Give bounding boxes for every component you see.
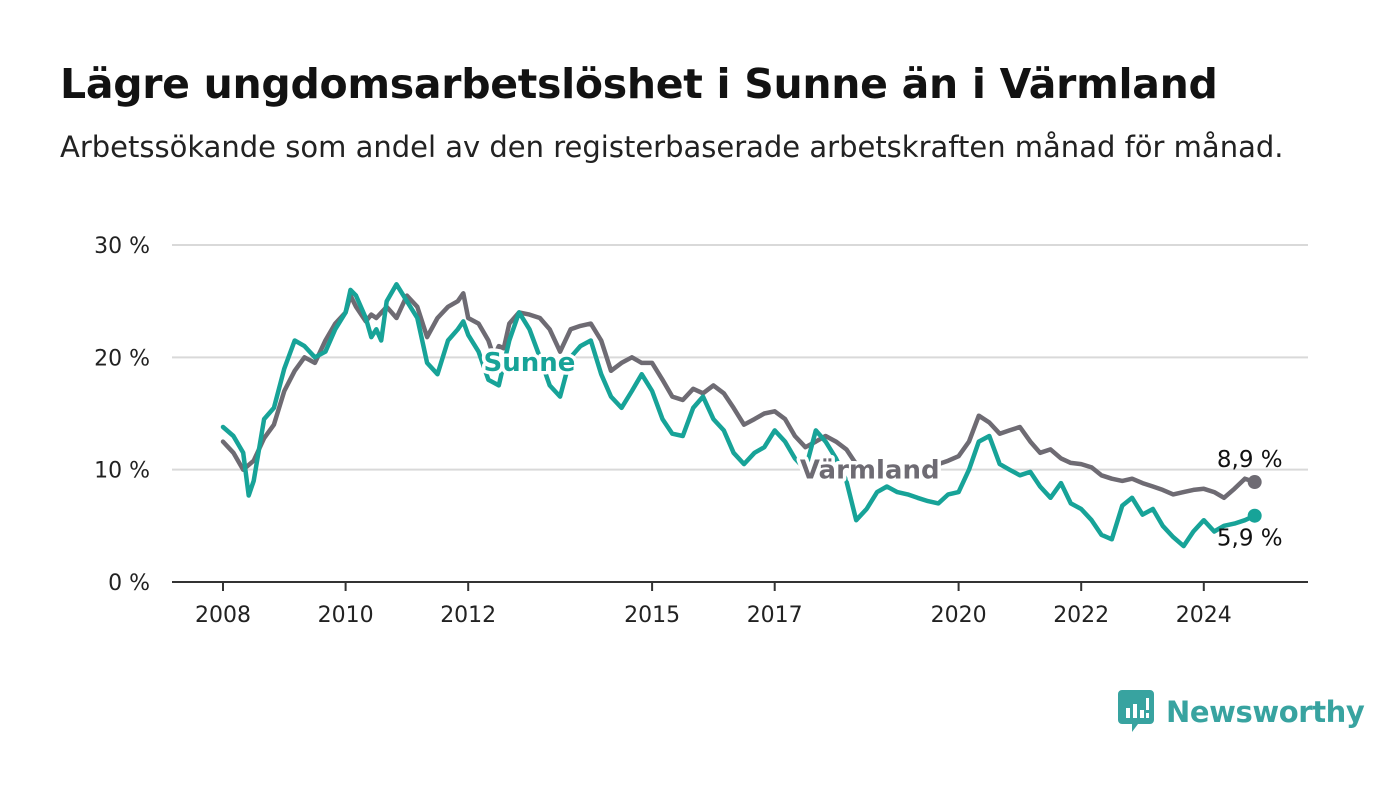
newsworthy-logo-icon bbox=[1118, 690, 1154, 732]
x-tick-label: 2012 bbox=[440, 603, 496, 628]
series-labels: 8,9 % 5,9 % Värmland Sunne bbox=[480, 344, 1283, 552]
y-axis-tick-labels: 0 % 10 % 20 % 30 % bbox=[94, 234, 150, 596]
end-value-label-sunne: 5,9 % bbox=[1217, 526, 1283, 552]
series-line-sunne bbox=[220, 282, 1257, 549]
chart-title: Lägre ungdomsarbetslöshet i Sunne än i V… bbox=[60, 60, 1218, 108]
line-chart: 0 % 10 % 20 % 30 % 2008 2010 2012 2015 2017 2020… bbox=[94, 234, 1308, 628]
brand-name: Newsworthy bbox=[1166, 695, 1365, 729]
x-tick-label: 2010 bbox=[318, 603, 374, 628]
x-axis-tick-labels: 2008 2010 2012 2015 2017 2020 2022 2024 bbox=[195, 582, 1232, 628]
end-point-sunne bbox=[1247, 508, 1262, 523]
x-tick-label: 2020 bbox=[931, 603, 987, 628]
x-tick-label: 2015 bbox=[624, 603, 680, 628]
series-label-varmland: Värmland bbox=[800, 456, 940, 486]
y-tick-label: 0 % bbox=[108, 571, 150, 596]
y-tick-label: 10 % bbox=[94, 459, 150, 484]
series-label-sunne: Sunne bbox=[484, 348, 576, 378]
series-line-varmland bbox=[220, 291, 1257, 501]
chart-subtitle: Arbetssökande som andel av den registerb… bbox=[60, 130, 1284, 164]
x-tick-label: 2022 bbox=[1053, 603, 1109, 628]
newsworthy-logo[interactable]: Newsworthy bbox=[1118, 690, 1365, 734]
end-point-varmland bbox=[1247, 475, 1262, 490]
series-lines bbox=[220, 282, 1262, 549]
x-tick-label: 2024 bbox=[1176, 603, 1232, 628]
x-tick-label: 2017 bbox=[747, 603, 803, 628]
grid-lines bbox=[172, 244, 1308, 471]
y-tick-label: 30 % bbox=[94, 234, 150, 259]
y-tick-label: 20 % bbox=[94, 346, 150, 371]
x-tick-label: 2008 bbox=[195, 603, 251, 628]
end-value-label-varmland: 8,9 % bbox=[1217, 447, 1283, 473]
